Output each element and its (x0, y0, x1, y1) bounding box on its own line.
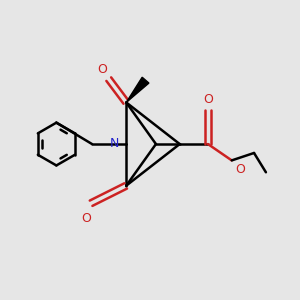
Polygon shape (126, 77, 149, 102)
Text: N: N (110, 137, 119, 150)
Text: O: O (203, 93, 213, 106)
Text: O: O (81, 212, 91, 225)
Text: O: O (98, 63, 107, 76)
Text: O: O (235, 164, 245, 176)
